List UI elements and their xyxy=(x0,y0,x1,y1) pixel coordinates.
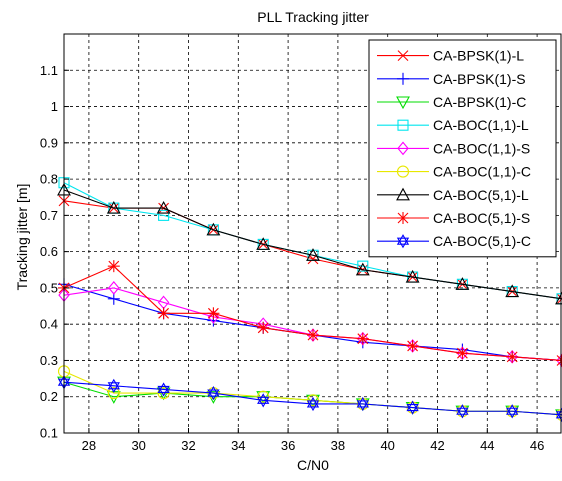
legend-label: CA-BPSK(1)-L xyxy=(433,48,524,64)
x-tick-label: 46 xyxy=(530,438,544,453)
legend-label: CA-BOC(1,1)-S xyxy=(433,140,530,156)
data-point xyxy=(207,307,219,319)
data-point xyxy=(307,329,319,341)
data-point xyxy=(506,351,518,363)
x-axis-label: C/N0 xyxy=(297,457,329,473)
y-tick-label: 0.7 xyxy=(40,208,58,223)
y-tick-label: 0.5 xyxy=(40,280,58,295)
data-point xyxy=(456,347,468,359)
y-tick-label: 0.3 xyxy=(40,353,58,368)
legend-label: CA-BOC(1,1)-C xyxy=(433,164,531,180)
legend-label: CA-BPSK(1)-S xyxy=(433,71,526,87)
y-tick-label: 0.4 xyxy=(40,317,58,332)
y-tick-label: 0.8 xyxy=(40,172,58,187)
y-tick-label: 1 xyxy=(51,99,58,114)
data-point xyxy=(357,333,369,345)
x-tick-label: 42 xyxy=(430,438,444,453)
chart-title: PLL Tracking jitter xyxy=(257,9,369,25)
y-tick-label: 0.2 xyxy=(40,389,58,404)
y-tick-label: 1.1 xyxy=(40,63,58,78)
y-tick-label: 0.9 xyxy=(40,135,58,150)
data-point xyxy=(407,340,419,352)
x-tick-label: 30 xyxy=(131,438,145,453)
legend-label: CA-BOC(5,1)-L xyxy=(433,187,529,203)
y-axis-label: Tracking jitter [m] xyxy=(14,184,30,291)
y-tick-label: 0.1 xyxy=(40,426,58,441)
x-tick-label: 32 xyxy=(181,438,195,453)
data-point xyxy=(158,307,170,319)
x-tick-label: 40 xyxy=(380,438,394,453)
chart-legend: CA-BPSK(1)-L CA-BPSK(1)-S CA-BPSK(1)-C CA-B… xyxy=(369,40,556,257)
legend-label: CA-BPSK(1)-C xyxy=(433,94,526,110)
x-tick-label: 44 xyxy=(480,438,494,453)
legend-label: CA-BOC(5,1)-S xyxy=(433,210,530,226)
legend-marker xyxy=(397,212,409,224)
x-tick-label: 36 xyxy=(281,438,295,453)
x-tick-label: 34 xyxy=(231,438,245,453)
x-tick-label: 38 xyxy=(331,438,345,453)
data-point xyxy=(257,322,269,334)
data-point xyxy=(108,260,120,272)
y-tick-label: 0.6 xyxy=(40,244,58,259)
legend-label: CA-BOC(1,1)-L xyxy=(433,117,529,133)
x-tick-label: 28 xyxy=(82,438,96,453)
legend-label: CA-BOC(5,1)-C xyxy=(433,233,531,249)
